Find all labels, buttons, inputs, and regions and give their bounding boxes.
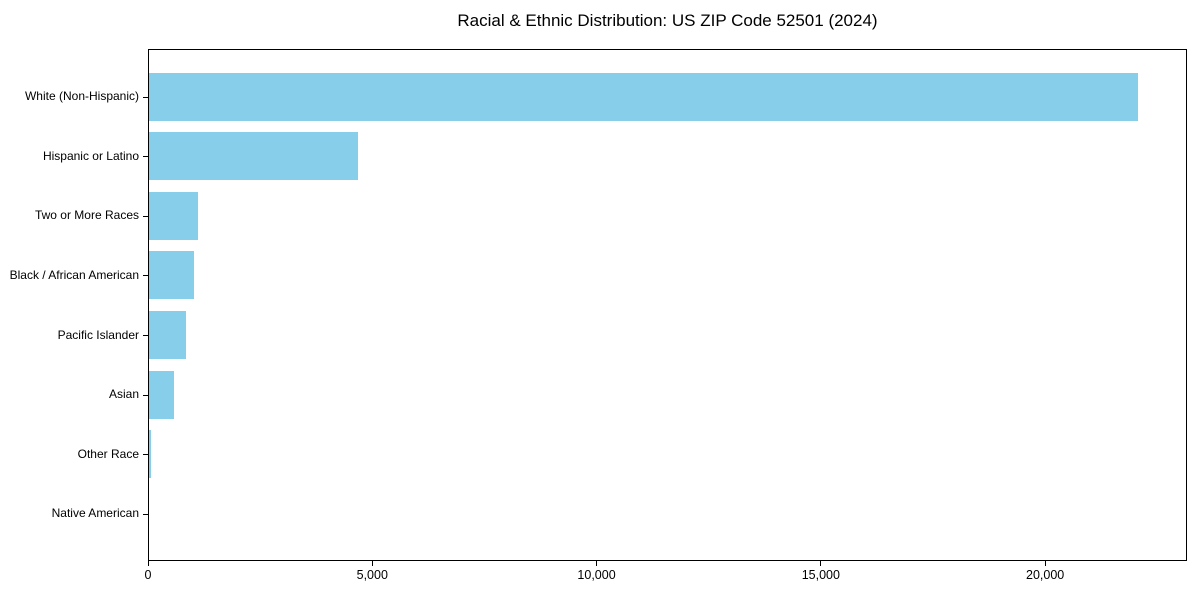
bar-hispanic-or-latino xyxy=(149,132,358,181)
y-tick-mark xyxy=(143,156,148,157)
y-tick-label-native-american: Native American xyxy=(51,506,139,521)
y-tick-mark xyxy=(143,216,148,217)
bar-pacific-islander xyxy=(149,311,187,360)
bar-black-african-american xyxy=(149,251,194,300)
bar-two-or-more-races xyxy=(149,191,198,240)
y-tick-mark xyxy=(143,335,148,336)
bar-other-race xyxy=(149,430,152,479)
y-tick-mark xyxy=(143,514,148,515)
y-tick-label-black-african-american: Black / African American xyxy=(9,267,139,282)
bar-asian xyxy=(149,370,175,419)
y-tick-label-asian: Asian xyxy=(108,387,139,402)
plot-area xyxy=(148,49,1187,561)
x-tick-mark xyxy=(596,561,598,566)
y-tick-mark xyxy=(143,395,148,396)
y-tick-mark xyxy=(143,97,148,98)
x-tick-mark xyxy=(147,561,149,566)
x-tick-mark xyxy=(371,561,373,566)
y-tick-label-white-non-hispanic: White (Non-Hispanic) xyxy=(24,89,139,104)
x-tick-label-15000: 15,000 xyxy=(801,568,840,582)
bar-white-non-hispanic xyxy=(149,72,1138,121)
x-tick-mark xyxy=(820,561,822,566)
y-tick-label-pacific-islander: Pacific Islander xyxy=(57,327,139,342)
y-tick-label-two-or-more-races: Two or More Races xyxy=(34,208,139,223)
y-tick-label-other-race: Other Race xyxy=(77,446,139,461)
y-tick-mark xyxy=(143,275,148,276)
y-tick-label-hispanic-or-latino: Hispanic or Latino xyxy=(42,148,139,163)
x-tick-label-20000: 20,000 xyxy=(1025,568,1065,582)
y-tick-mark xyxy=(143,454,148,455)
x-tick-label-0: 0 xyxy=(144,568,152,582)
x-tick-mark xyxy=(1044,561,1046,566)
chart-title: Racial & Ethnic Distribution: US ZIP Cod… xyxy=(457,11,878,30)
x-tick-label-10000: 10,000 xyxy=(577,568,616,582)
x-tick-label-5000: 5,000 xyxy=(356,568,388,582)
